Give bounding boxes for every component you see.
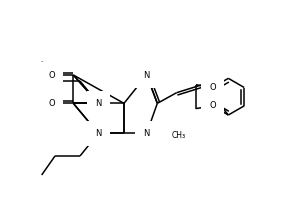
Text: N: N — [143, 129, 150, 138]
Text: N: N — [143, 71, 150, 80]
Text: CH₃: CH₃ — [172, 131, 186, 139]
Text: N: N — [95, 99, 102, 108]
Text: O: O — [48, 99, 55, 108]
Text: O: O — [209, 83, 216, 92]
Text: N: N — [95, 129, 102, 138]
Text: O: O — [209, 101, 216, 110]
Text: O: O — [48, 71, 55, 80]
